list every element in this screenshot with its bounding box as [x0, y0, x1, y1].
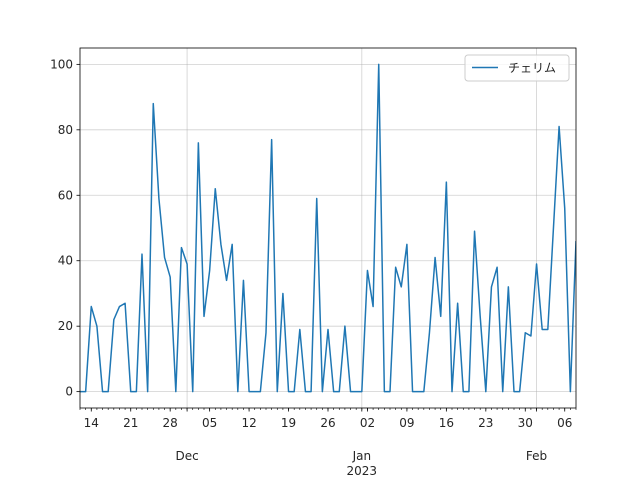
x-tick-label: 09 — [399, 416, 414, 430]
x-tick-label: 28 — [163, 416, 178, 430]
axes: 0 20 40 60 80 100 14 21 28 05 12 19 26 02 09 16 23 30 06 De… — [50, 57, 577, 478]
legend: チェリム — [464, 54, 570, 82]
x-tick-label: 06 — [557, 416, 572, 430]
y-tick-label: 0 — [65, 385, 73, 399]
y-tick-label: 80 — [58, 123, 73, 137]
x-month-label: Feb — [526, 449, 547, 463]
series-line — [80, 63, 576, 393]
y-tick-label: 20 — [58, 319, 73, 333]
x-tick-label: 26 — [320, 416, 335, 430]
x-tick-label: 23 — [478, 416, 493, 430]
x-tick-label: 12 — [241, 416, 256, 430]
x-month-label: Jan — [352, 449, 372, 463]
x-tick-label: 30 — [518, 416, 533, 430]
x-tick-label: 05 — [202, 416, 217, 430]
y-tick-label: 60 — [58, 188, 73, 202]
x-month-label: Dec — [175, 449, 198, 463]
x-tick-label: 16 — [439, 416, 454, 430]
x-year-label: 2023 — [347, 464, 378, 478]
x-tick-label: 19 — [281, 416, 296, 430]
legend-label: チェリム — [508, 61, 556, 75]
y-tick-label: 40 — [58, 254, 73, 268]
y-tick-label: 100 — [50, 57, 73, 71]
x-tick-label: 14 — [84, 416, 99, 430]
series-layer — [80, 63, 576, 393]
legend-box — [464, 54, 570, 82]
x-tick-label: 02 — [360, 416, 375, 430]
grid-lines — [80, 48, 576, 408]
x-tick-label: 21 — [123, 416, 138, 430]
